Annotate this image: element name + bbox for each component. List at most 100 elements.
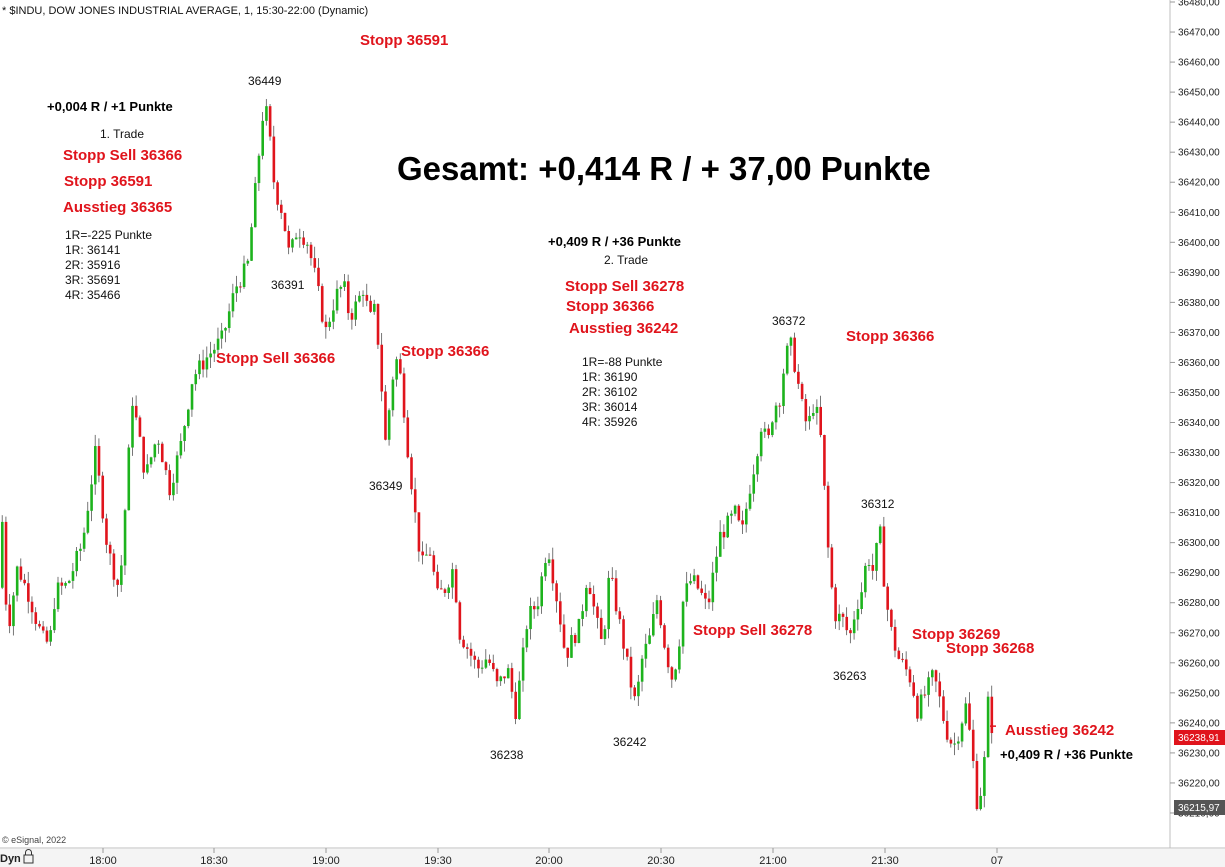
candle-up xyxy=(644,643,648,659)
last-price-text: 36238,91 xyxy=(1178,733,1220,744)
candle-down xyxy=(108,544,112,554)
dynamic-mode-label[interactable]: Dyn xyxy=(0,853,21,865)
candle-up xyxy=(518,680,521,720)
candle-down xyxy=(27,583,30,602)
candle-up xyxy=(56,582,60,610)
candle-up xyxy=(674,669,677,680)
candle-up xyxy=(179,441,183,456)
candle-down xyxy=(737,505,741,521)
candle-up xyxy=(172,482,175,496)
candle-up xyxy=(964,703,968,724)
candle-up xyxy=(425,554,428,556)
candle-down xyxy=(826,485,830,548)
candle-up xyxy=(67,580,71,583)
candle-up xyxy=(335,288,339,311)
candle-up xyxy=(957,741,960,744)
candle-down xyxy=(510,668,514,692)
candle-up xyxy=(71,571,75,581)
candle-up xyxy=(94,446,97,485)
candle-down xyxy=(23,579,26,584)
trade1-level: 2R: 35916 xyxy=(65,258,121,272)
candle-up xyxy=(75,550,78,572)
candle-down xyxy=(934,670,938,682)
candle-up xyxy=(339,286,343,289)
candle-up xyxy=(763,428,767,432)
candle-up xyxy=(733,505,737,514)
candle-down xyxy=(819,406,822,436)
candle-up xyxy=(715,556,718,573)
candle-up xyxy=(213,349,216,354)
candle-up xyxy=(678,646,681,670)
candle-down xyxy=(916,695,919,719)
candle-up xyxy=(960,723,964,742)
candle-down xyxy=(622,619,625,649)
final-exit: Ausstieg 36242 xyxy=(1005,722,1114,739)
extreme-label: 36238 xyxy=(490,748,524,762)
candle-up xyxy=(354,301,357,320)
candle-up xyxy=(175,455,179,483)
candle-down xyxy=(633,687,636,697)
candle-up xyxy=(220,330,224,339)
candle-down xyxy=(488,659,491,663)
chart-stop-4: Stopp 36268 xyxy=(946,640,1034,657)
candle-down xyxy=(287,231,291,248)
candle-down xyxy=(313,258,317,268)
candle-down xyxy=(402,373,406,418)
candle-down xyxy=(406,417,410,458)
candle-up xyxy=(878,526,882,543)
candle-down xyxy=(105,518,108,545)
candle-down xyxy=(160,443,164,463)
candle-up xyxy=(852,619,856,634)
candle-down xyxy=(559,601,562,625)
candle-down xyxy=(696,575,700,589)
candle-up xyxy=(231,293,235,312)
candle-up xyxy=(250,227,253,261)
candle-up xyxy=(577,618,581,643)
candle-down xyxy=(923,694,927,696)
final-result: +0,409 R / +36 Punkte xyxy=(1000,747,1133,762)
candle-down xyxy=(97,446,101,476)
candle-up xyxy=(986,696,990,758)
y-tick-label: 36290,00 xyxy=(1178,568,1220,579)
candle-down xyxy=(34,612,38,624)
candle-down xyxy=(599,617,603,639)
candle-up xyxy=(187,409,190,427)
candle-down xyxy=(8,604,12,627)
candle-up xyxy=(227,311,231,329)
y-tick-label: 36320,00 xyxy=(1178,478,1220,489)
candle-down xyxy=(439,588,443,590)
cursor-price-text: 36215,97 xyxy=(1178,803,1220,814)
candle-up xyxy=(730,513,733,516)
candle-up xyxy=(358,295,361,302)
candle-up xyxy=(153,444,157,458)
candle-down xyxy=(722,531,726,538)
candle-down xyxy=(168,470,171,496)
candle-up xyxy=(640,658,644,682)
candle-down xyxy=(949,739,953,744)
candle-up xyxy=(146,464,149,473)
candle-down xyxy=(239,286,242,288)
y-tick-label: 36400,00 xyxy=(1178,238,1220,249)
candle-up xyxy=(291,239,294,248)
candle-up xyxy=(451,569,454,588)
candle-down xyxy=(317,267,320,287)
candle-down xyxy=(823,435,826,486)
lock-icon[interactable] xyxy=(23,849,34,864)
candle-down xyxy=(443,589,447,593)
candle-down xyxy=(477,659,480,669)
candle-up xyxy=(756,456,759,475)
candle-down xyxy=(38,623,41,627)
candle-up xyxy=(544,562,547,577)
candle-down xyxy=(309,244,313,259)
candle-down xyxy=(904,659,908,670)
candle-up xyxy=(771,422,774,436)
candle-down xyxy=(365,294,369,301)
extreme-label: 36449 xyxy=(248,74,282,88)
candle-up xyxy=(82,532,86,549)
candle-up xyxy=(759,431,763,457)
y-tick-label: 36460,00 xyxy=(1178,58,1220,69)
candle-down xyxy=(845,616,849,631)
candle-up xyxy=(253,183,257,228)
x-tick-label: 18:30 xyxy=(200,855,228,867)
